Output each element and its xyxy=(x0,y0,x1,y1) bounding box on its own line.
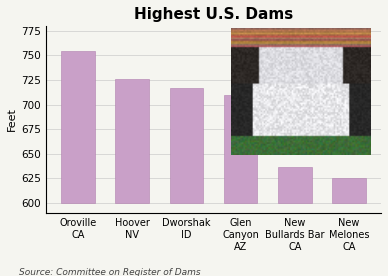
Text: Source: Committee on Register of Dams: Source: Committee on Register of Dams xyxy=(19,268,201,276)
Bar xyxy=(224,95,257,203)
Y-axis label: Feet: Feet xyxy=(7,107,17,131)
Bar xyxy=(61,51,95,203)
Bar xyxy=(115,79,149,203)
Bar xyxy=(170,88,203,203)
Title: Highest U.S. Dams: Highest U.S. Dams xyxy=(134,7,293,22)
Bar xyxy=(332,178,366,203)
Bar xyxy=(278,167,312,203)
